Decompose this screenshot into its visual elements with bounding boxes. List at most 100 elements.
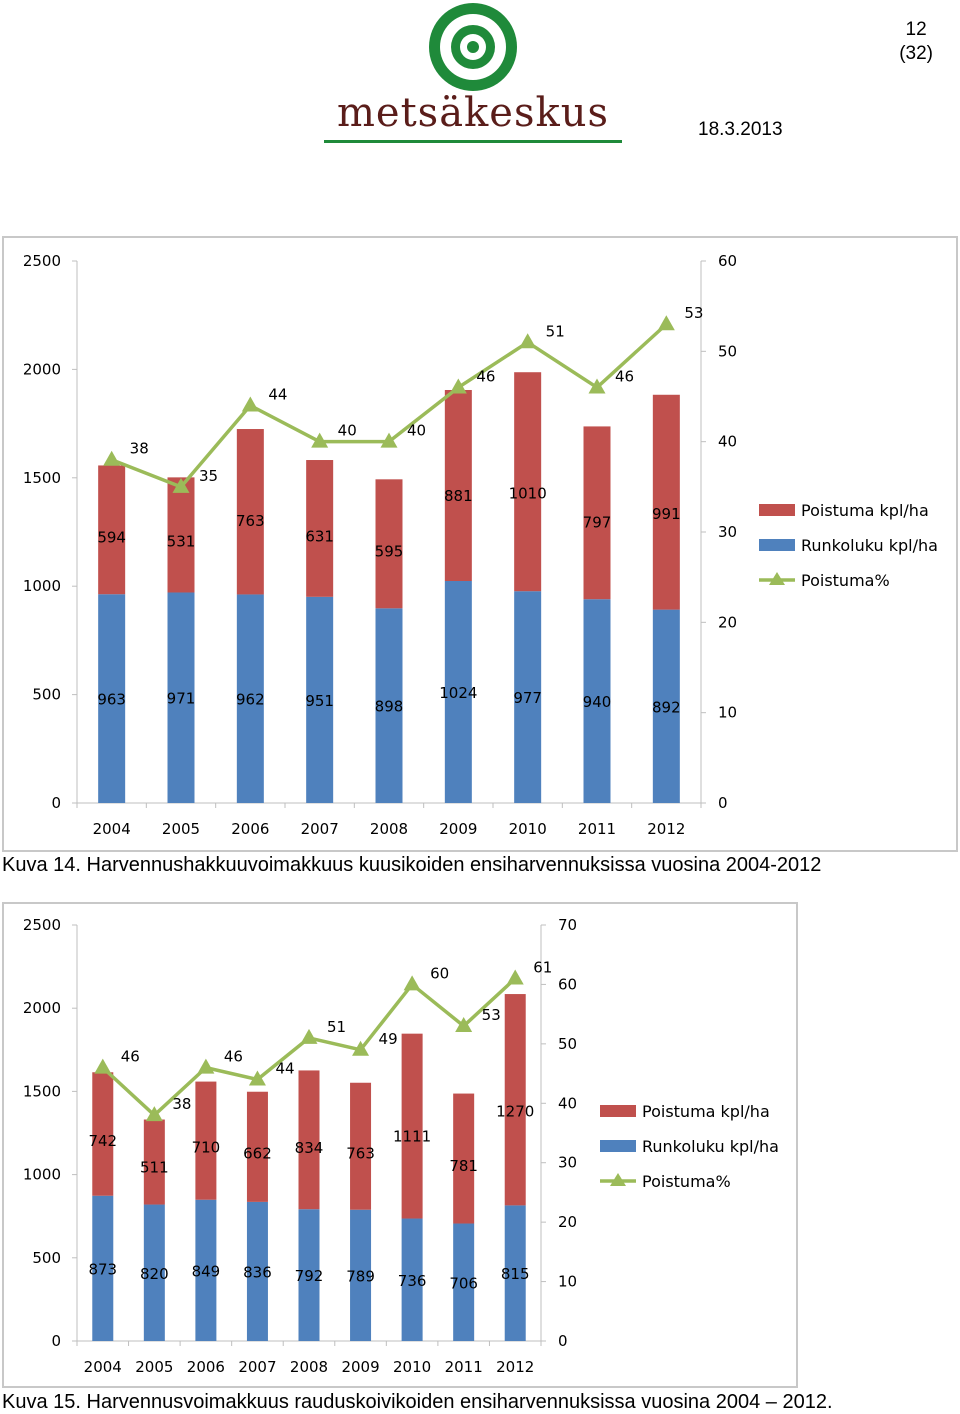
bar-poistuma — [167, 477, 195, 593]
marker-poistuma-percent — [380, 432, 398, 448]
y-left-tick-label: 2000 — [23, 360, 61, 378]
y-left-tick-label: 2500 — [23, 916, 61, 934]
y-right-tick-label: 30 — [558, 1154, 577, 1172]
data-label-poistuma-percent: 51 — [546, 322, 565, 340]
x-tick-label: 2006 — [231, 820, 269, 838]
bar-runkoluku — [167, 592, 195, 803]
data-label-poistuma: 1010 — [509, 485, 547, 503]
figure-caption-15: Kuva 15. Harvennusvoimakkuus rauduskoivi… — [2, 1391, 833, 1413]
data-label-poistuma-percent: 61 — [533, 958, 552, 976]
data-label-poistuma-percent: 53 — [684, 304, 703, 322]
data-label-poistuma: 531 — [167, 533, 196, 551]
metsakeskus-logo: metsäkeskus — [322, 2, 624, 147]
bar-runkoluku — [453, 1223, 475, 1341]
x-tick-label: 2010 — [509, 820, 547, 838]
x-tick-label: 2007 — [301, 820, 339, 838]
y-right-tick-label: 0 — [558, 1332, 568, 1350]
y-right-tick-label: 60 — [558, 975, 577, 993]
x-tick-label: 2005 — [135, 1358, 173, 1376]
data-label-runkoluku: 892 — [652, 698, 681, 716]
figure-caption-14: Kuva 14. Harvennushakkuuvoimakkuus kuusi… — [2, 854, 822, 876]
y-right-tick-label: 20 — [558, 1213, 577, 1231]
bar-runkoluku — [583, 599, 611, 803]
bar-poistuma — [514, 372, 542, 592]
data-label-runkoluku: 963 — [97, 691, 126, 709]
data-label-poistuma-percent: 51 — [327, 1018, 346, 1036]
marker-poistuma-percent — [248, 1070, 266, 1086]
data-label-poistuma: 763 — [346, 1145, 375, 1163]
data-label-poistuma: 1270 — [496, 1102, 534, 1120]
bar-poistuma — [143, 1119, 165, 1205]
y-right-tick-label: 20 — [718, 613, 737, 631]
y-left-tick-label: 2500 — [23, 252, 61, 270]
legend-swatch-bar — [759, 504, 795, 516]
chart-rauduskoivikot: 0 500 1000 1500 2000 2500 0 10 20 30 40 50 60 70 2004 2… — [2, 902, 798, 1388]
bar-poistuma — [401, 1033, 423, 1219]
marker-poistuma-percent — [455, 1017, 473, 1033]
y-left-tick-label: 500 — [32, 686, 61, 704]
x-tick-label: 2012 — [647, 820, 685, 838]
bar-runkoluku — [236, 594, 264, 803]
bar-poistuma — [350, 1082, 372, 1210]
bar-runkoluku — [195, 1199, 217, 1341]
bar-runkoluku — [298, 1209, 320, 1341]
x-tick-label: 2012 — [496, 1358, 534, 1376]
data-label-poistuma-percent: 46 — [615, 367, 634, 385]
data-label-poistuma-percent: 38 — [130, 440, 149, 458]
data-label-poistuma-percent: 40 — [407, 422, 426, 440]
data-label-poistuma: 511 — [140, 1158, 169, 1176]
bar-runkoluku — [444, 580, 472, 803]
bar-runkoluku — [350, 1209, 372, 1341]
x-tick-label: 2009 — [439, 820, 477, 838]
bar-runkoluku — [143, 1204, 165, 1341]
marker-poistuma-percent — [506, 969, 524, 985]
data-label-runkoluku: 951 — [305, 692, 334, 710]
legend-swatch-bar — [600, 1140, 636, 1152]
y-right-tick-label: 50 — [718, 342, 737, 360]
marker-poistuma-percent — [172, 477, 190, 493]
bar-poistuma — [652, 394, 680, 610]
data-label-poistuma: 797 — [583, 513, 612, 531]
bar-runkoluku — [504, 1205, 526, 1341]
y-left-tick-label: 500 — [32, 1249, 61, 1267]
data-label-poistuma-percent: 53 — [482, 1006, 501, 1024]
marker-poistuma-percent — [197, 1058, 215, 1074]
data-label-poistuma: 710 — [192, 1139, 221, 1157]
bar-poistuma — [583, 426, 611, 600]
marker-poistuma-percent — [449, 378, 467, 394]
x-tick-label: 2011 — [445, 1358, 483, 1376]
bar-poistuma — [504, 994, 526, 1206]
logo-underline — [324, 140, 622, 143]
data-label-poistuma: 763 — [236, 512, 265, 530]
data-label-runkoluku: 789 — [346, 1267, 375, 1285]
marker-poistuma-percent — [311, 432, 329, 448]
data-label-poistuma: 881 — [444, 487, 473, 505]
y-right-tick-label: 10 — [718, 704, 737, 722]
page-number-current: 12 — [905, 19, 927, 40]
x-tick-label: 2006 — [187, 1358, 225, 1376]
data-label-poistuma-percent: 46 — [476, 367, 495, 385]
data-label-runkoluku: 849 — [192, 1262, 221, 1280]
bar-poistuma — [195, 1081, 217, 1200]
bar-runkoluku — [246, 1201, 268, 1341]
x-tick-label: 2004 — [84, 1358, 122, 1376]
y-right-tick-label: 30 — [718, 523, 737, 541]
data-label-poistuma-percent: 35 — [199, 467, 218, 485]
logo-wordmark: metsäkeskus — [336, 90, 609, 136]
data-label-poistuma: 594 — [97, 528, 126, 546]
bar-poistuma — [306, 460, 334, 597]
data-label-poistuma-percent: 46 — [121, 1048, 140, 1066]
marker-poistuma-percent — [300, 1028, 318, 1044]
data-label-poistuma-percent: 44 — [268, 386, 287, 404]
bar-poistuma — [453, 1093, 475, 1224]
document-date: 18.3.2013 — [698, 119, 783, 140]
bar-poistuma — [298, 1070, 320, 1210]
page-number-total: (32) — [899, 43, 933, 64]
legend-label: Poistuma kpl/ha — [642, 1102, 770, 1121]
y-right-tick-label: 40 — [718, 433, 737, 451]
marker-poistuma-percent — [94, 1058, 112, 1074]
marker-poistuma-percent — [519, 333, 537, 349]
data-label-poistuma: 631 — [305, 527, 334, 545]
marker-poistuma-percent — [352, 1040, 370, 1056]
page-number: 12 (32) — [899, 18, 933, 66]
